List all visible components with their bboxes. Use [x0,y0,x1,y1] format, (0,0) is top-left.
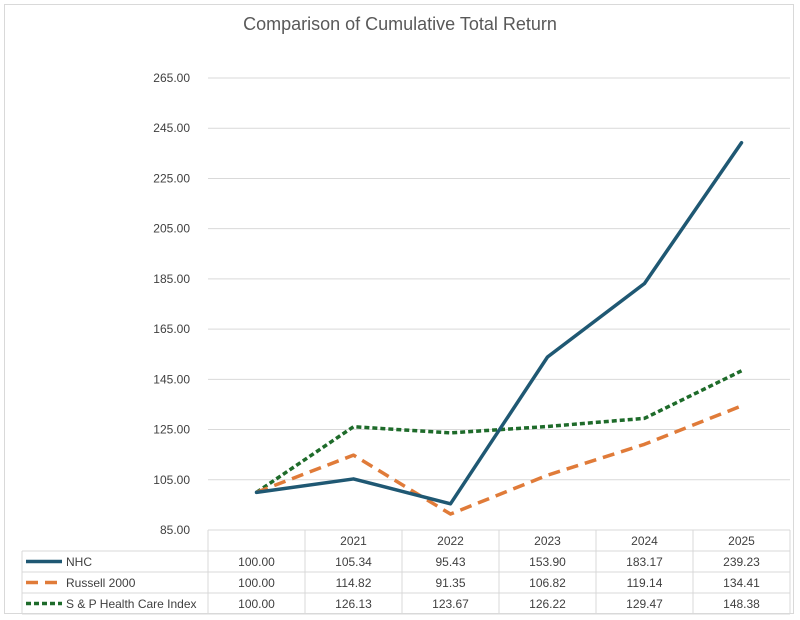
grid-layer [208,77,790,531]
x-tick-label: 2025 [728,534,755,548]
y-tick-label: 105.00 [153,473,190,487]
table-cell-value: 119.14 [627,576,663,590]
y-tick-label: 205.00 [153,222,190,236]
table-cell-value: 114.82 [336,576,372,590]
series-layer [254,140,744,516]
table-cell-value: 100.00 [238,555,275,569]
table-cell-value: 126.13 [335,597,372,611]
y-tick-label: 225.00 [153,171,190,185]
x-tick-label: 2022 [437,534,464,548]
series-line [254,140,744,506]
y-tick-label: 145.00 [153,372,190,386]
legend-label: S & P Health Care Index [66,597,197,611]
y-axis: 85.00 105.00 125.00 145.00 165.00 185.00 205.0… [153,71,190,537]
table-cell-value: 91.35 [435,576,465,590]
table-cell-value: 100.00 [238,597,275,611]
x-tick-label: 2023 [534,534,561,548]
table-cell-value: 153.90 [529,555,566,569]
y-tick-label: 165.00 [153,322,190,336]
y-tick-label: 185.00 [153,272,190,286]
table-cell-value: 105.34 [335,555,372,569]
legend-label: NHC [66,555,92,569]
series-line [255,369,743,494]
chart-title: Comparison of Cumulative Total Return [243,14,557,34]
legend-label: Russell 2000 [66,576,136,590]
table-cell-value: 239.23 [723,555,760,569]
x-tick-label: 2021 [340,534,367,548]
y-tick-label: 265.00 [153,71,190,85]
x-tick-label: 2024 [631,534,658,548]
table-cell-value: 129.47 [626,597,663,611]
table-cell-value: 148.38 [723,597,760,611]
table-cell-value: 106.82 [529,576,566,590]
data-table: 2021 2022 2023 2024 2025 NHC 100.00 105.34 95.43… [21,529,791,615]
table-cell-value: 183.17 [626,555,663,569]
table-cell-value: 123.67 [432,597,469,611]
table-cell-value: 100.00 [238,576,275,590]
y-tick-label: 85.00 [160,523,190,537]
table-cell-value: 126.22 [529,597,566,611]
table-cell-value: 95.43 [435,555,465,569]
table-cell-value: 134.41 [723,576,760,590]
y-tick-label: 125.00 [153,423,190,437]
series-line [255,404,743,516]
y-tick-label: 245.00 [153,121,190,135]
